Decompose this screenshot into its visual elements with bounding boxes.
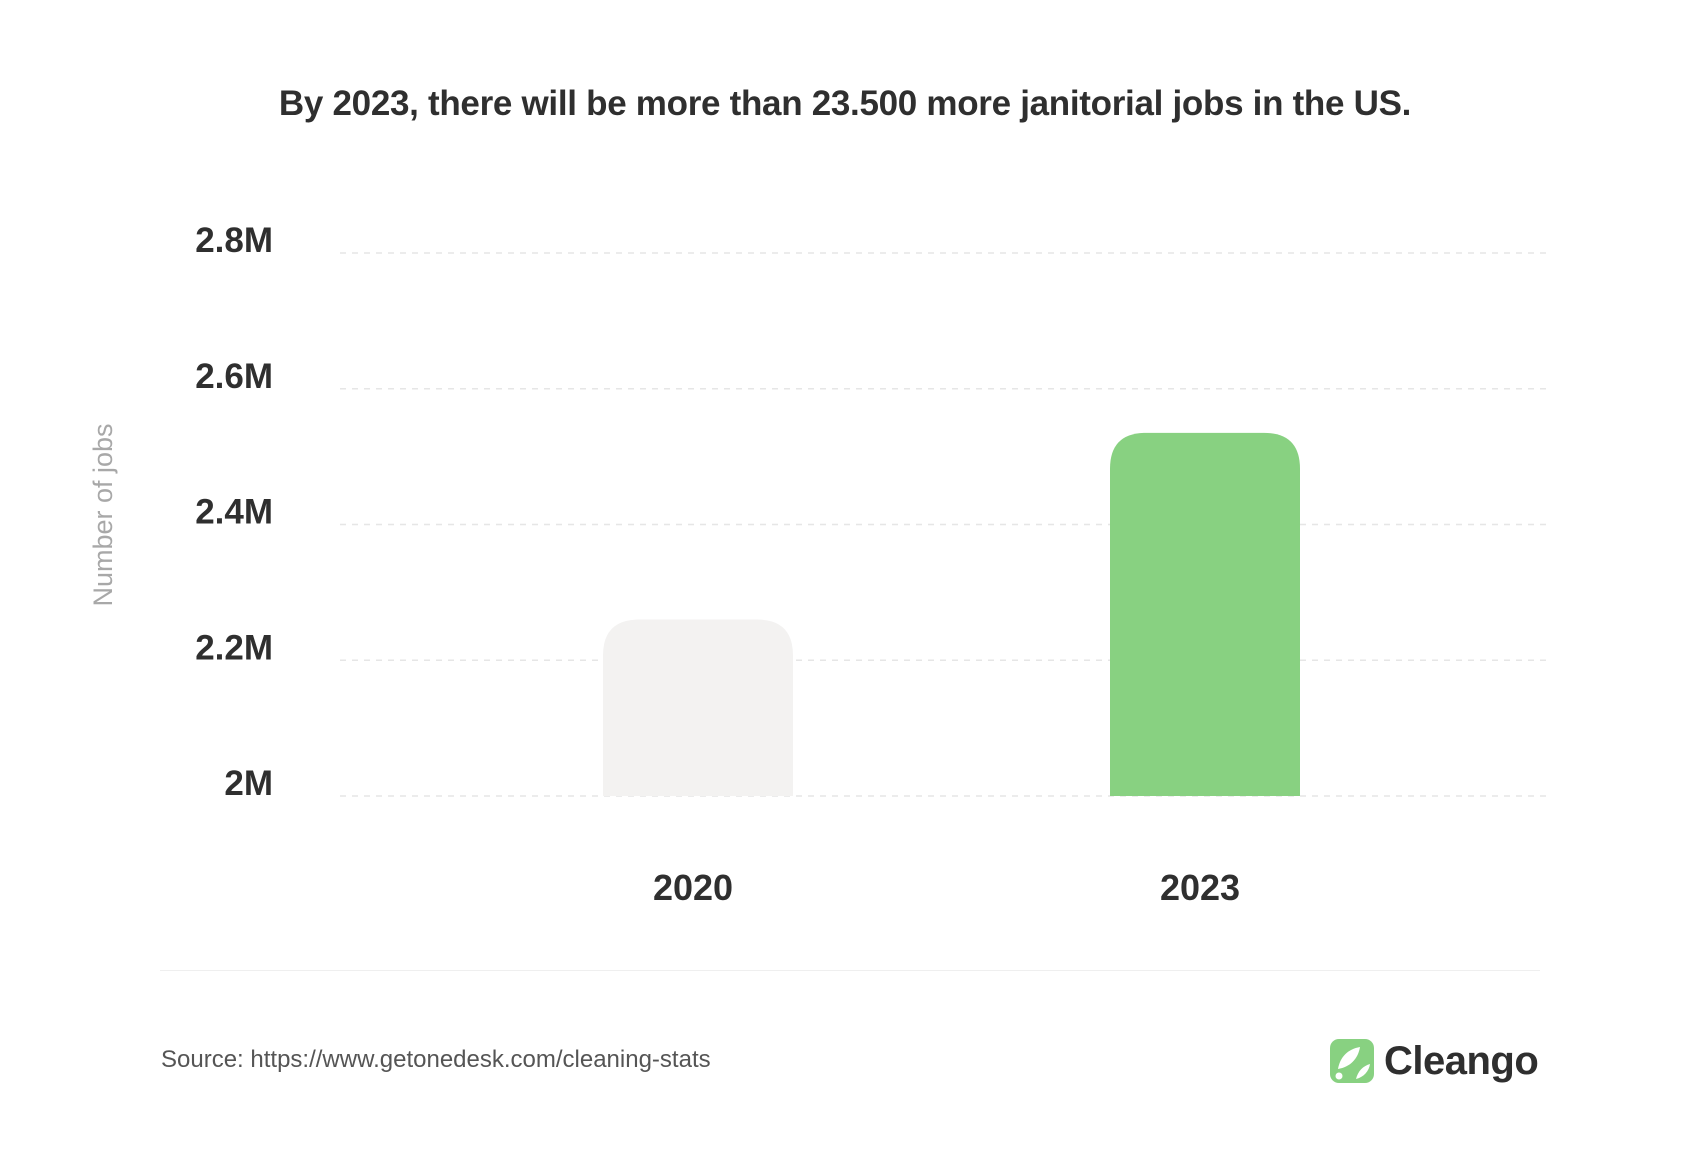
y-axis-label: Number of jobs xyxy=(88,423,118,606)
y-tick-label: 2M xyxy=(224,764,273,803)
footer-divider xyxy=(160,970,1540,971)
brand-logo-group: Cleango xyxy=(1330,1036,1539,1086)
y-tick-label: 2.4M xyxy=(195,493,273,532)
x-axis-ticks: 2020 2023 xyxy=(653,867,1240,908)
y-axis-ticks: 2M 2.2M 2.4M 2.6M 2.8M xyxy=(195,221,273,803)
bar-2023 xyxy=(1110,432,1300,796)
gridlines xyxy=(340,252,1550,797)
cleango-leaf-icon xyxy=(1330,1039,1374,1083)
bars xyxy=(603,432,1300,796)
y-tick-label: 2.6M xyxy=(195,357,273,396)
x-tick-label: 2020 xyxy=(653,867,733,908)
source-note: Source: https://www.getonedesk.com/clean… xyxy=(161,1046,711,1073)
brand-name: Cleango xyxy=(1384,1038,1539,1083)
y-tick-label: 2.8M xyxy=(195,221,273,260)
bar-chart: 2M 2.2M 2.4M 2.6M 2.8M 2020 2023 Number of jo… xyxy=(88,221,1550,908)
y-tick-label: 2.2M xyxy=(195,628,273,667)
chart-title: By 2023, there will be more than 23.500 … xyxy=(278,84,1412,123)
x-tick-label: 2023 xyxy=(1160,867,1240,908)
bar-2020 xyxy=(603,619,793,796)
